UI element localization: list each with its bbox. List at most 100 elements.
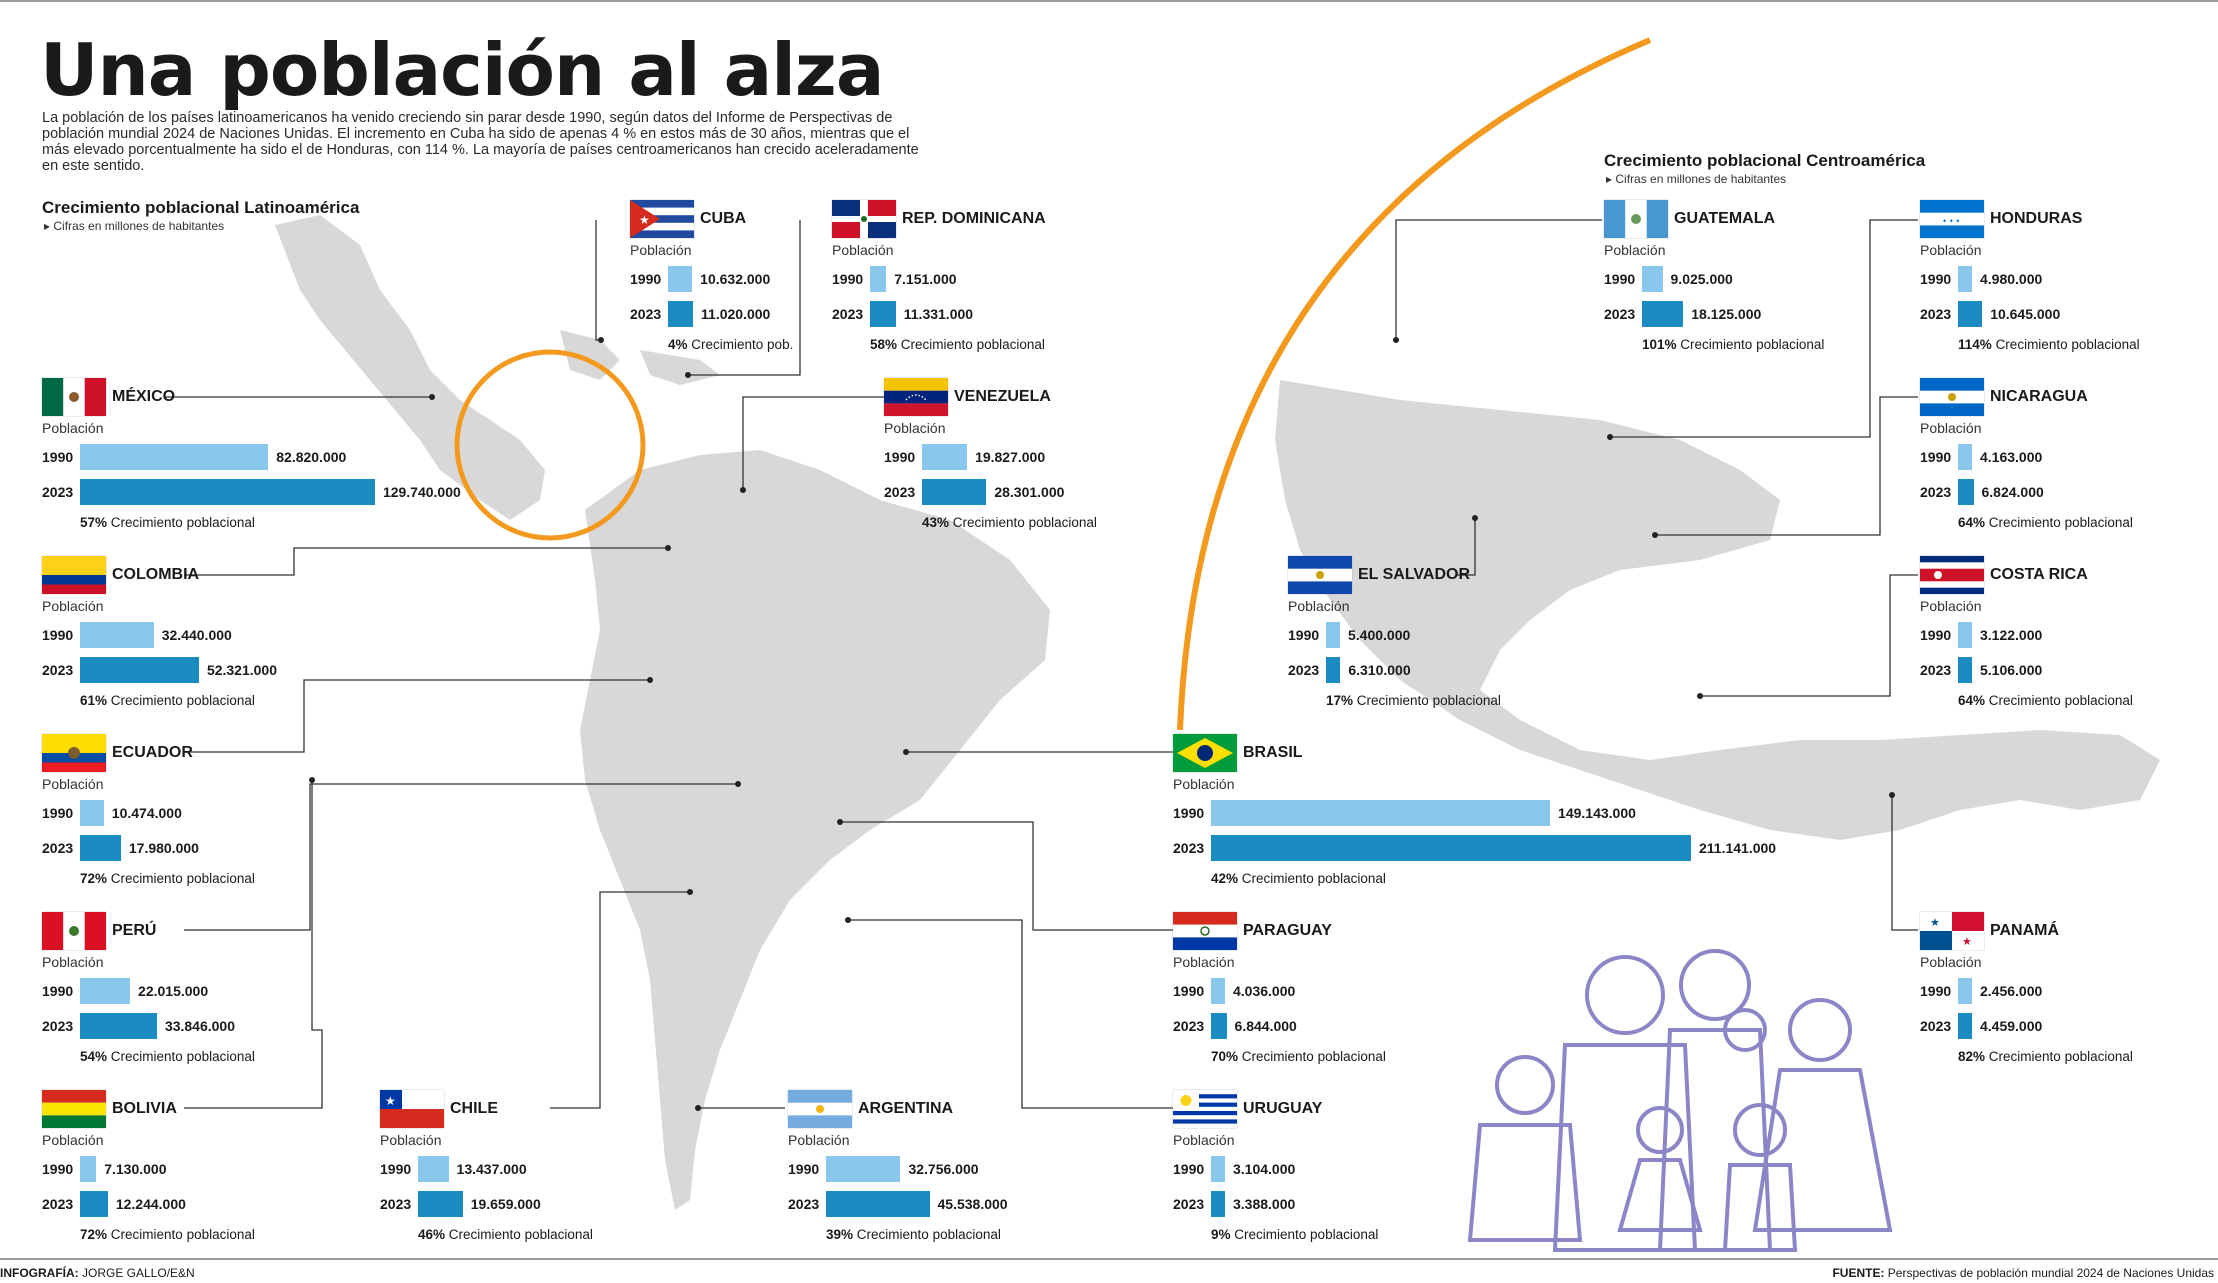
growth-note: 64% Crecimiento poblacional [1958,515,2133,530]
growth-label: Crecimiento poblacional [1995,337,2140,352]
bar-2023 [1958,301,1983,327]
growth-label: Crecimiento poblacional [856,1227,1001,1242]
value-2023: 129.740.000 [382,484,461,500]
country-name: HONDURAS [1990,210,2083,227]
population-label: Población [630,242,692,258]
bar-1990 [1211,800,1551,826]
country-name: CUBA [700,210,747,227]
bar-1990 [1642,266,1663,292]
year-label: 2023 [884,484,916,500]
population-label: Población [1920,242,1982,258]
population-label: Población [1173,776,1235,792]
bar-1990 [668,266,693,292]
growth-note: 72% Crecimiento poblacional [80,1227,255,1242]
central-america-map [1275,380,2160,840]
population-label: Población [42,1132,104,1148]
bolivia-flag [42,1090,106,1128]
value-2023: 17.980.000 [128,840,199,856]
growth-note: 46% Crecimiento poblacional [418,1227,593,1242]
growth-percent: 72% [80,871,108,886]
population-label: Población [380,1132,442,1148]
value-1990: 3.122.000 [1980,627,2043,643]
bar-1990 [1211,978,1225,1004]
year-label: 1990 [42,1161,74,1177]
year-label: 1990 [1920,271,1952,287]
bar-1990 [1211,1156,1225,1182]
bar-2023 [80,657,199,683]
growth-note: 72% Crecimiento poblacional [80,871,255,886]
nicaragua-flag [1920,378,1984,416]
growth-note: 101% Crecimiento poblacional [1642,337,1824,352]
credit-text: JORGE GALLO/E&N [82,1266,195,1280]
value-2023: 45.538.000 [937,1196,1008,1212]
country-name: PERÚ [112,922,157,939]
growth-label: Crecimiento poblacional [1241,1049,1386,1064]
value-1990: 3.104.000 [1233,1161,1296,1177]
year-label: 1990 [1173,983,1205,999]
venezuela-flag [884,378,948,416]
svg-text:★: ★ [1962,936,1972,948]
year-label: 1990 [1604,271,1636,287]
population-label: Población [42,420,104,436]
bar-1990 [1958,622,1972,648]
dominican-flag [832,200,896,238]
growth-note: 70% Crecimiento poblacional [1211,1049,1386,1064]
svg-text:★: ★ [1930,917,1940,929]
intro-paragraph: La población de los países latinoamerica… [42,110,919,174]
bar-2023 [1958,657,1972,683]
source-label: FUENTE: [1832,1266,1885,1280]
growth-label: Crecimiento poblacional [1988,515,2133,530]
year-label: 2023 [1920,484,1952,500]
bar-2023 [80,835,121,861]
bar-1990 [922,444,968,470]
growth-note: 57% Crecimiento poblacional [80,515,255,530]
year-label: 1990 [1920,627,1952,643]
svg-text:✦ ✦ ✦: ✦ ✦ ✦ [1942,218,1960,225]
bar-1990 [1958,444,1972,470]
growth-note: 58% Crecimiento poblacional [870,337,1045,352]
year-label: 1990 [1288,627,1320,643]
bar-2023 [922,479,987,505]
country-name: ARGENTINA [858,1100,954,1117]
bar-1990 [870,266,887,292]
value-1990: 7.151.000 [894,271,957,287]
country-name: REP. DOMINICANA [902,210,1046,227]
value-2023: 6.824.000 [1981,484,2044,500]
growth-note: 64% Crecimiento poblacional [1958,693,2133,708]
growth-label: Crecimiento poblacional [1356,693,1501,708]
bar-1990 [826,1156,901,1182]
bar-2023 [80,1191,108,1217]
growth-note: 43% Crecimiento poblacional [922,515,1097,530]
value-2023: 18.125.000 [1691,306,1762,322]
growth-percent: 39% [826,1227,854,1242]
growth-label: Crecimiento poblacional [110,693,255,708]
family-illustration [1467,949,1893,1252]
year-label: 1990 [884,449,916,465]
growth-percent: 58% [870,337,898,352]
value-2023: 6.844.000 [1234,1018,1297,1034]
growth-note: 4% Crecimiento pob. [668,337,793,352]
credit: INFOGRAFÍA: JORGE GALLO/E&N [0,1266,195,1280]
value-2023: 4.459.000 [1980,1018,2043,1034]
bar-1990 [1958,266,1972,292]
growth-label: Crecimiento poblacional [110,871,255,886]
bar-1990 [80,444,269,470]
leader-lines [164,219,1918,1109]
country-name: PANAMÁ [1990,922,2060,939]
year-label: 2023 [1173,1196,1205,1212]
bar-1990 [1958,978,1972,1004]
credit-label: INFOGRAFÍA: [0,1266,79,1280]
growth-note: 39% Crecimiento poblacional [826,1227,1001,1242]
growth-label: Crecimiento poblacional [1988,693,2133,708]
year-label: 1990 [42,983,74,999]
uruguay-flag [1173,1090,1237,1128]
latam-map [275,215,1050,1210]
country-name: VENEZUELA [954,388,1051,405]
country-name: URUGUAY [1243,1100,1323,1117]
value-2023: 3.388.000 [1233,1196,1296,1212]
growth-label: Crecimiento poblacional [110,515,255,530]
year-label: 1990 [42,805,74,821]
value-2023: 11.020.000 [701,306,771,322]
value-2023: 6.310.000 [1348,662,1411,678]
